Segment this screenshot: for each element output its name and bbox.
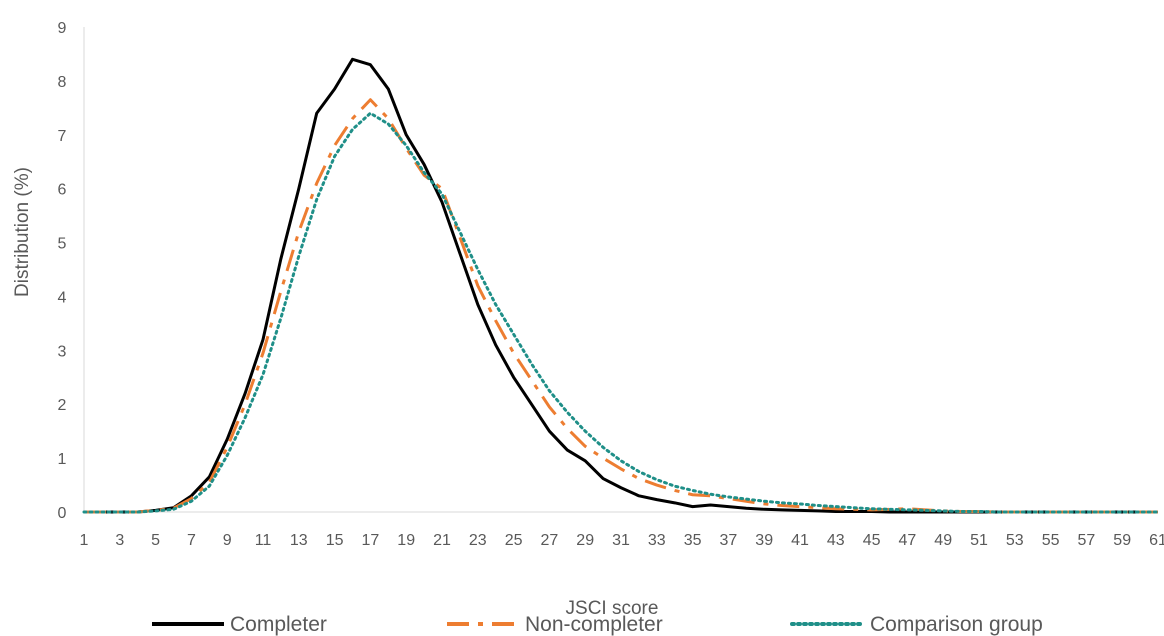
y-axis-title: Distribution (%) [12, 167, 33, 297]
legend-label-0: Completer [230, 613, 327, 636]
x-tick-label: 5 [151, 532, 160, 549]
x-tick-label: 9 [223, 532, 232, 549]
series-line-0 [84, 57, 1158, 514]
x-tick-label: 49 [934, 532, 952, 549]
x-tick-label: 29 [576, 532, 594, 549]
x-tick-label: 23 [469, 532, 487, 549]
x-tick-label: 55 [1042, 532, 1060, 549]
x-tick-label: 61 [1149, 532, 1164, 549]
x-tick-label: 27 [541, 532, 559, 549]
x-tick-label: 19 [397, 532, 415, 549]
x-tick-label: 3 [115, 532, 124, 549]
x-tick-label: 7 [187, 532, 196, 549]
y-axis-ticks: 0 1 2 3 4 5 6 7 8 9 [58, 20, 67, 522]
x-tick-label: 45 [863, 532, 881, 549]
y-tick-label: 8 [58, 74, 67, 91]
x-axis-title: JSCI score [566, 598, 659, 619]
y-tick-label: 1 [58, 451, 67, 468]
y-tick-label: 9 [58, 20, 67, 37]
x-tick-label: 59 [1113, 532, 1131, 549]
x-tick-label: 37 [720, 532, 738, 549]
series-line-2 [82, 111, 1160, 514]
y-tick-label: 2 [58, 397, 67, 414]
x-tick-label: 11 [255, 532, 272, 549]
legend-label-2: Comparison group [870, 613, 1043, 636]
y-tick-label: 5 [58, 236, 67, 253]
y-tick-label: 7 [58, 128, 67, 145]
x-tick-label: 13 [290, 532, 308, 549]
x-tick-label: 17 [362, 532, 380, 549]
x-tick-label: 39 [755, 532, 773, 549]
x-tick-label: 57 [1078, 532, 1096, 549]
x-tick-label: 33 [648, 532, 666, 549]
y-tick-label: 6 [58, 182, 67, 199]
series-lines [82, 57, 1160, 514]
x-tick-label: 47 [899, 532, 917, 549]
x-tick-label: 15 [326, 532, 344, 549]
y-tick-label: 4 [58, 289, 67, 306]
y-tick-label: 0 [58, 505, 67, 522]
legend: Completer Non-completer Comparison group [152, 613, 1043, 636]
x-tick-label: 1 [80, 532, 89, 549]
x-tick-label: 31 [612, 532, 630, 549]
x-tick-label: 53 [1006, 532, 1024, 549]
series-line-1 [84, 98, 1158, 514]
x-tick-label: 25 [505, 532, 523, 549]
x-tick-label: 21 [433, 532, 451, 549]
legend-label-1: Non-completer [525, 613, 663, 636]
x-tick-label: 41 [791, 532, 809, 549]
x-axis-ticks: 1 3 5 7 9 11 13 15 17 19 21 23 25 27 29 31 33 35 37 39 41 43 4… [80, 532, 1164, 549]
y-tick-label: 3 [58, 343, 67, 360]
x-tick-label: 43 [827, 532, 845, 549]
x-tick-label: 51 [970, 532, 988, 549]
x-tick-label: 35 [684, 532, 702, 549]
